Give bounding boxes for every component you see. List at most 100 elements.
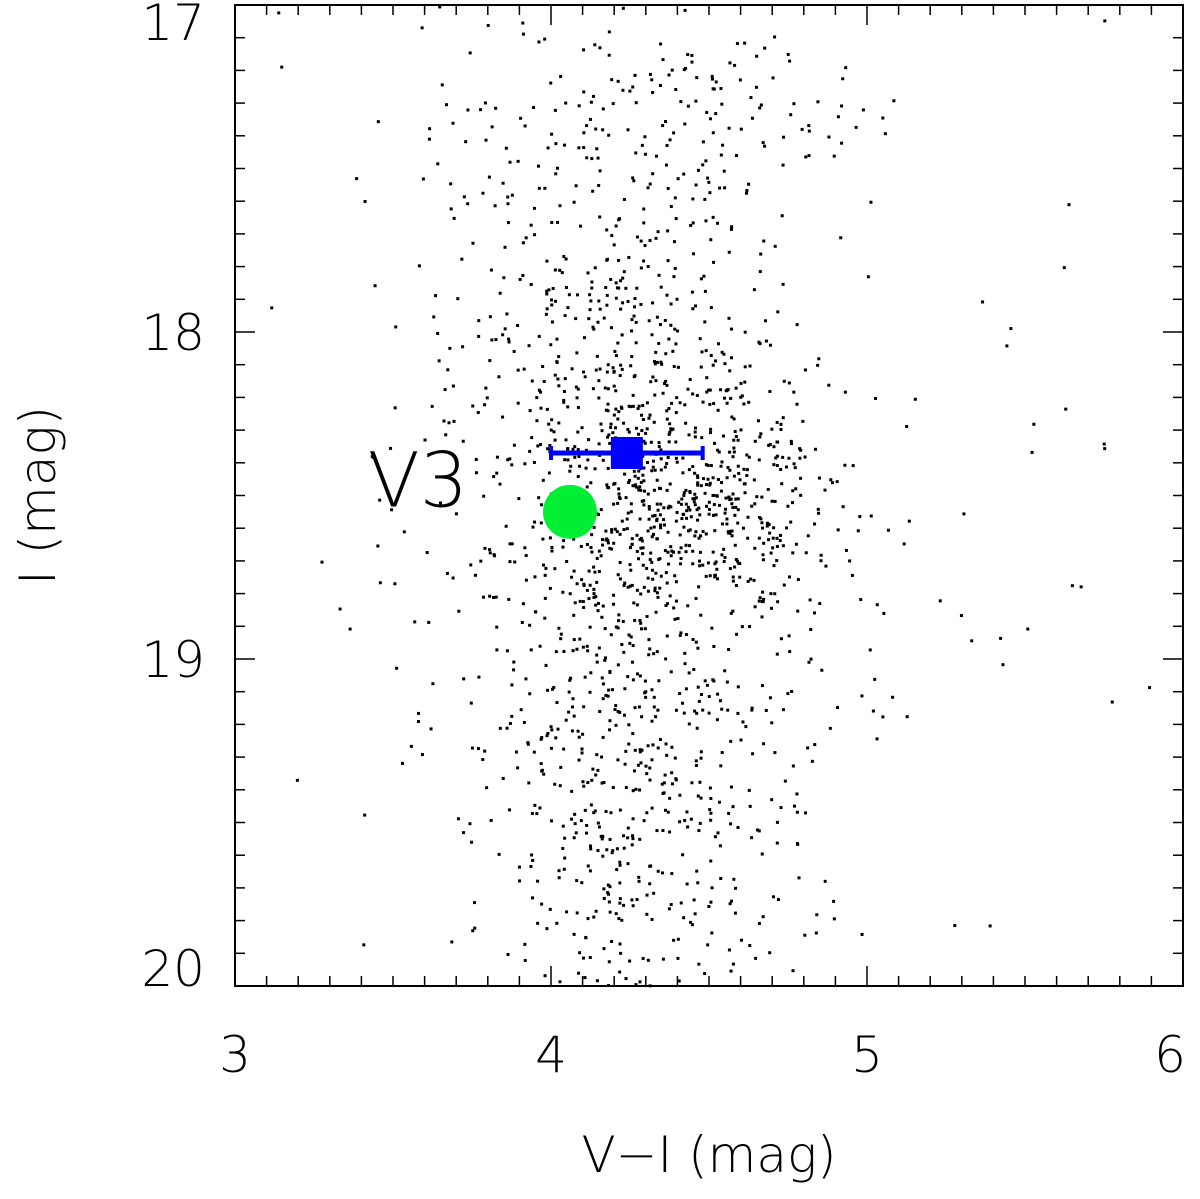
star-point [716, 831, 720, 835]
star-point [653, 393, 657, 397]
star-point [688, 490, 692, 494]
star-point [703, 491, 707, 495]
star-point [657, 441, 661, 445]
star-point [791, 489, 795, 493]
star-point [635, 235, 639, 239]
star-point [631, 85, 635, 89]
star-point [601, 543, 605, 547]
star-point [669, 545, 673, 549]
star-point [773, 35, 777, 39]
star-point [651, 532, 655, 536]
star-point [589, 546, 593, 550]
star-point [582, 131, 586, 135]
star-point [506, 195, 510, 199]
star-point [587, 438, 591, 442]
star-point [444, 433, 448, 437]
star-point [999, 636, 1003, 640]
star-point [585, 588, 589, 592]
star-point [649, 440, 653, 444]
star-point [735, 632, 739, 636]
star-point [456, 817, 460, 821]
star-point [635, 672, 639, 676]
star-point [495, 648, 499, 652]
star-point [484, 138, 488, 142]
star-point [638, 674, 642, 678]
star-point [716, 577, 720, 581]
star-point [597, 549, 601, 553]
star-point [707, 507, 711, 511]
star-point [767, 443, 771, 447]
star-point [493, 204, 497, 208]
star-point [589, 481, 593, 485]
star-point [633, 297, 637, 301]
star-point [568, 592, 572, 596]
star-point [653, 468, 657, 472]
star-point [714, 513, 718, 517]
star-point [538, 806, 542, 810]
star-point [536, 444, 540, 448]
star-point [707, 711, 711, 715]
star-point [460, 257, 464, 261]
star-point [799, 476, 803, 480]
star-point [650, 333, 654, 337]
star-point [767, 538, 771, 542]
star-point [604, 408, 608, 412]
star-point [588, 308, 592, 312]
star-point [608, 910, 612, 914]
star-point [694, 596, 698, 600]
star-point [701, 400, 705, 404]
star-point [689, 223, 693, 227]
star-point [497, 375, 501, 379]
star-point [809, 657, 813, 661]
star-point [711, 550, 715, 554]
star-point [710, 931, 714, 935]
star-point [638, 748, 642, 752]
star-point [549, 81, 553, 85]
star-point [709, 117, 713, 121]
star-point [692, 898, 696, 902]
star-point [707, 500, 711, 504]
star-point [451, 576, 455, 580]
star-point [655, 154, 659, 158]
star-point [573, 812, 577, 816]
star-point [578, 637, 582, 641]
star-point [556, 220, 560, 224]
star-point [614, 389, 618, 393]
star-point [510, 542, 514, 546]
star-point [668, 594, 672, 598]
star-point [532, 461, 536, 465]
star-point [610, 530, 614, 534]
star-point [461, 439, 465, 443]
star-point [645, 615, 649, 619]
star-point [592, 811, 596, 815]
star-point [409, 744, 413, 748]
star-point [601, 834, 605, 838]
star-point [907, 519, 911, 523]
star-point [638, 517, 642, 521]
star-point [550, 132, 554, 136]
star-point [734, 583, 738, 587]
star-point [708, 402, 712, 406]
star-point [701, 140, 705, 144]
star-point [693, 534, 697, 538]
star-point [678, 562, 682, 566]
star-point [698, 337, 702, 341]
star-point [686, 104, 690, 108]
star-point [600, 429, 604, 433]
star-point [474, 471, 478, 475]
star-point [736, 497, 740, 501]
star-point [707, 695, 711, 699]
star-point [659, 502, 663, 506]
star-point [601, 735, 605, 739]
star-point [530, 811, 534, 815]
star-point [750, 836, 754, 840]
star-point [510, 193, 514, 197]
star-point [654, 236, 658, 240]
star-point [807, 154, 811, 158]
star-point [697, 536, 701, 540]
star-point [628, 89, 632, 93]
star-point [578, 951, 582, 955]
star-point [469, 701, 473, 705]
star-point [602, 316, 606, 320]
star-point [648, 647, 652, 651]
